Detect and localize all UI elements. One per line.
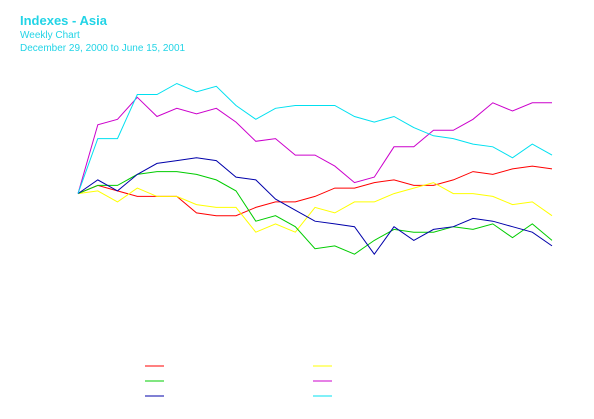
series-line-1 — [77, 165, 553, 217]
series-line-6 — [77, 82, 553, 194]
series-layer — [77, 82, 553, 256]
series-line-4 — [77, 96, 552, 194]
series-line-5 — [77, 157, 553, 256]
chart-subtitle: Weekly Chart — [20, 30, 80, 41]
series-line-2 — [77, 182, 553, 233]
series-line-3 — [77, 171, 553, 255]
chart-title: Indexes - Asia — [20, 13, 107, 28]
legend — [145, 365, 332, 397]
chart-date-range: December 29, 2000 to June 15, 2001 — [20, 43, 186, 54]
